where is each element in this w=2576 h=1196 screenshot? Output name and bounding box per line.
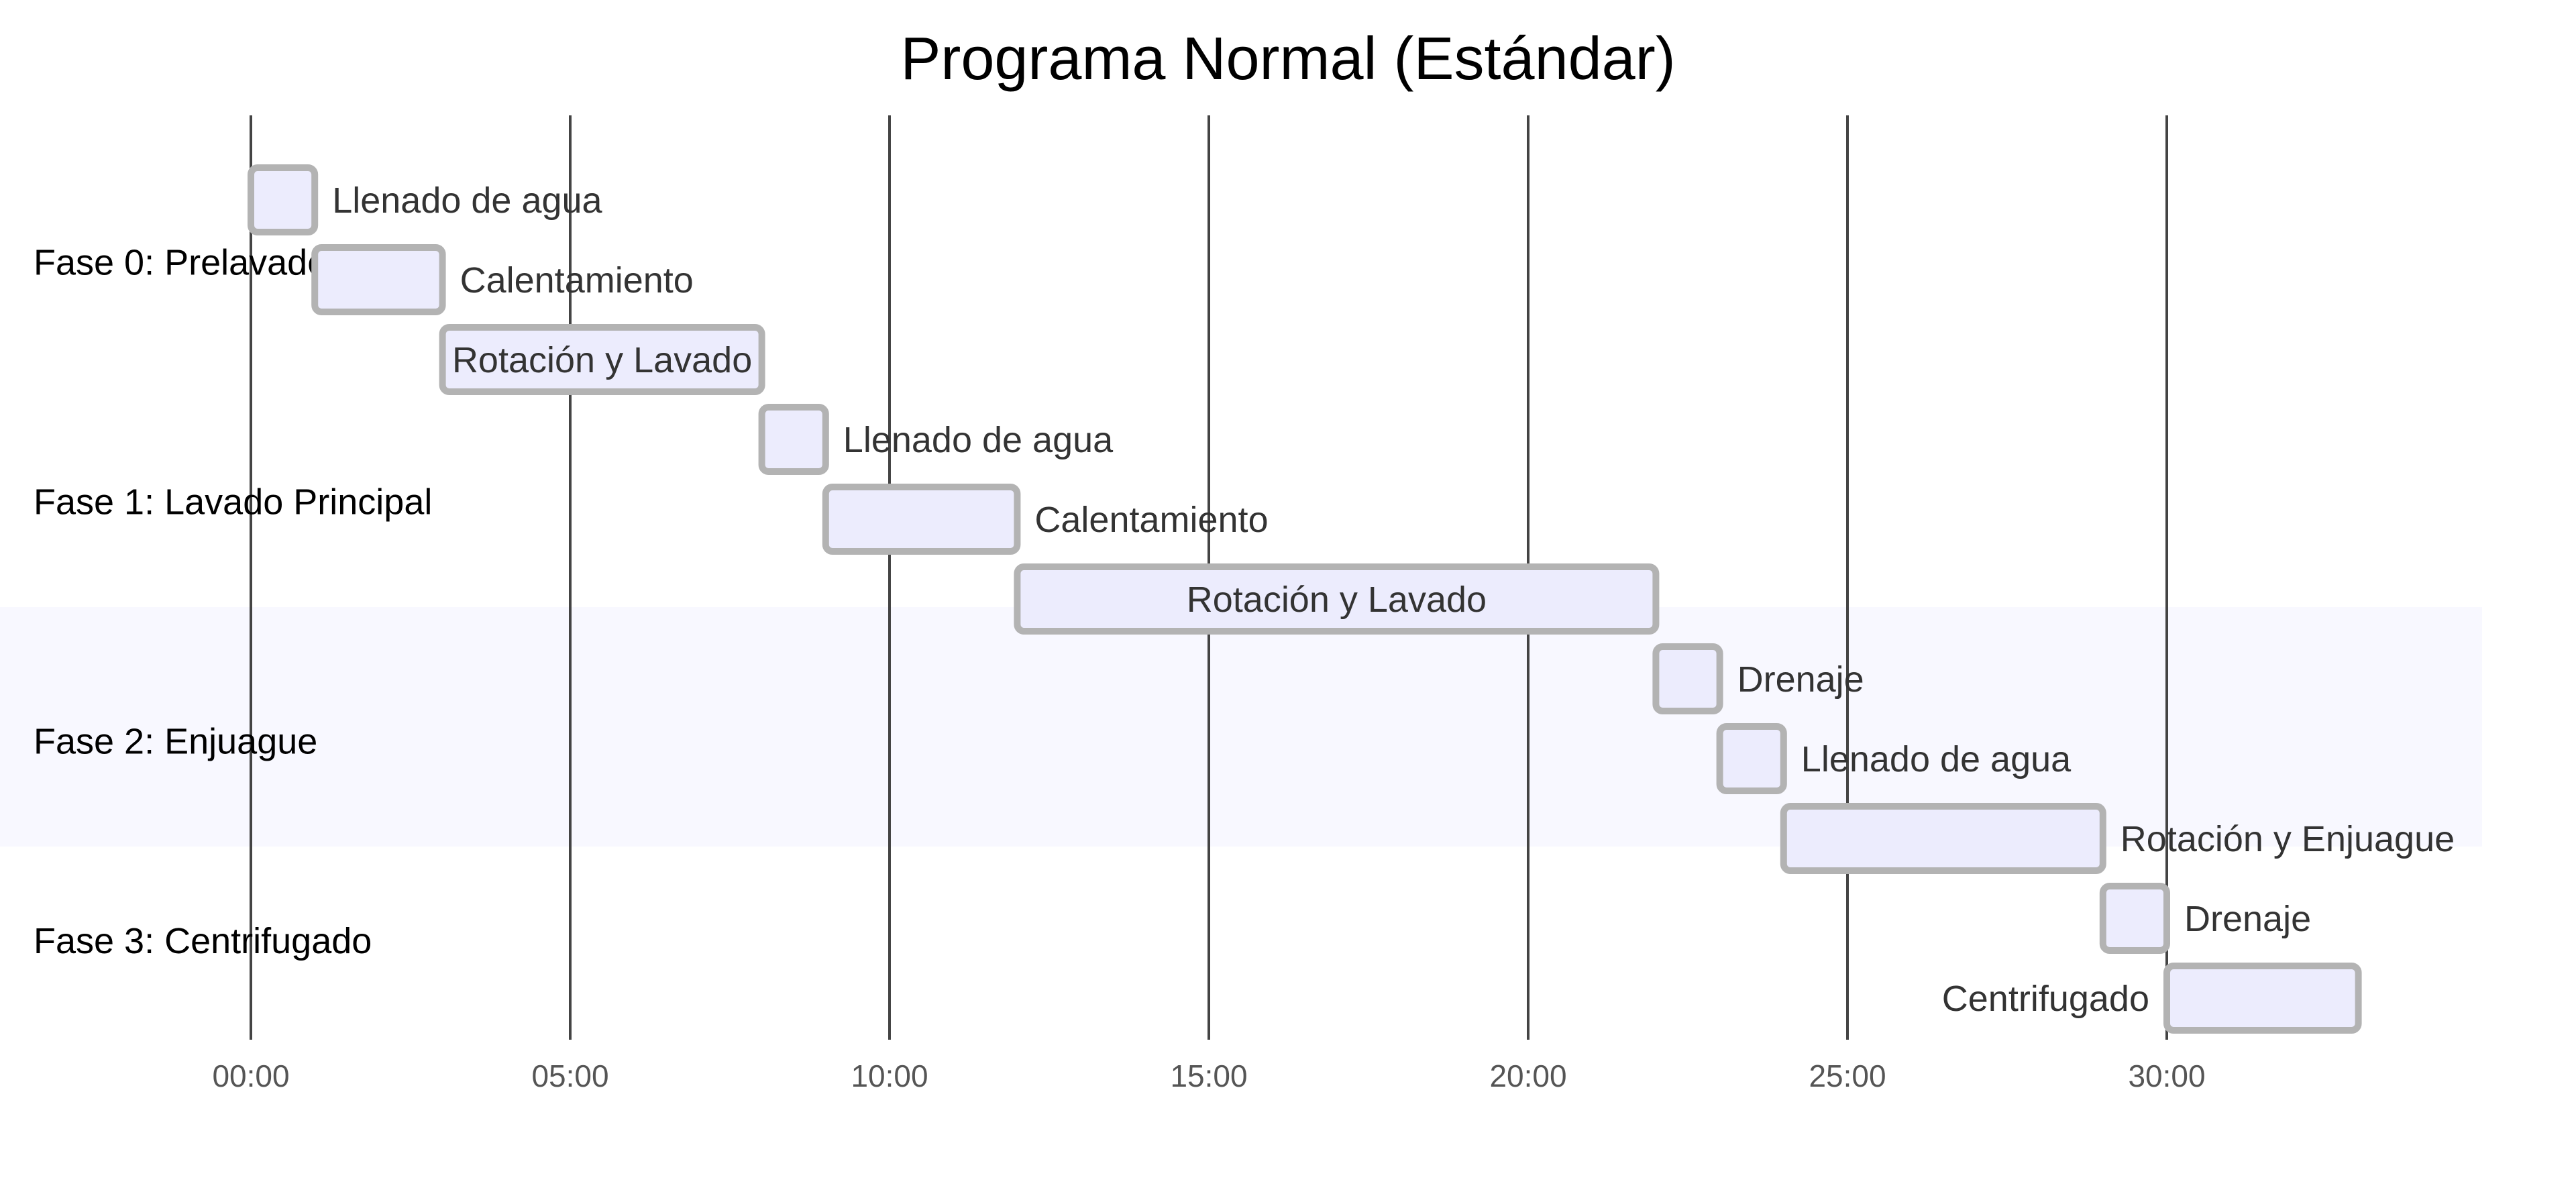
section-labels: Fase 0: Prelavado Fase 1: Lavado Principa… xyxy=(34,243,432,962)
section-label: Fase 0: Prelavado xyxy=(34,243,327,283)
task-label: Centrifugado xyxy=(1942,979,2149,1019)
x-axis-ticks: 00:00 05:00 10:00 15:00 20:00 25:00 30:00 xyxy=(212,1058,2205,1093)
task-bar xyxy=(1014,563,1660,635)
task-bar xyxy=(1716,723,1787,794)
section-label: Fase 2: Enjuague xyxy=(34,722,317,762)
task-bar xyxy=(758,404,829,475)
task-label: Drenaje xyxy=(1737,659,1864,700)
task-label: Rotación y Lavado xyxy=(1187,580,1487,620)
task-bar xyxy=(248,164,319,235)
section-label: Fase 1: Lavado Principal xyxy=(34,482,432,523)
task-bar xyxy=(1780,803,2106,874)
task-label: Rotación y Lavado xyxy=(452,340,752,380)
task-bar xyxy=(2163,963,2362,1034)
task-label: Llenado de agua xyxy=(1801,739,2072,779)
x-tick-label: 25:00 xyxy=(1809,1058,1886,1093)
task-labels: Llenado de agua Calentamiento Rotación y L… xyxy=(332,180,2455,1019)
task-bars xyxy=(248,164,2362,1034)
x-tick-label: 30:00 xyxy=(2128,1058,2205,1093)
x-tick-label: 05:00 xyxy=(531,1058,608,1093)
task-label: Drenaje xyxy=(2184,899,2311,939)
section-bands xyxy=(0,607,2482,847)
x-tick-label: 00:00 xyxy=(212,1058,289,1093)
x-tick-label: 20:00 xyxy=(1489,1058,1566,1093)
x-tick-label: 10:00 xyxy=(851,1058,928,1093)
task-bar xyxy=(439,324,765,395)
task-label: Llenado de agua xyxy=(843,420,1114,460)
section-label: Fase 3: Centrifugado xyxy=(34,921,372,961)
task-bar xyxy=(311,244,446,315)
task-label: Rotación y Enjuague xyxy=(2121,819,2455,859)
task-bar xyxy=(1652,643,1723,714)
chart-title: Programa Normal (Estándar) xyxy=(900,25,1675,93)
section-band-highlight xyxy=(0,607,2482,847)
task-label: Calentamiento xyxy=(460,260,694,301)
task-label: Llenado de agua xyxy=(332,180,602,221)
task-bar xyxy=(2099,883,2171,954)
x-tick-label: 15:00 xyxy=(1170,1058,1247,1093)
task-bar xyxy=(822,484,1021,555)
task-label: Calentamiento xyxy=(1034,500,1268,540)
